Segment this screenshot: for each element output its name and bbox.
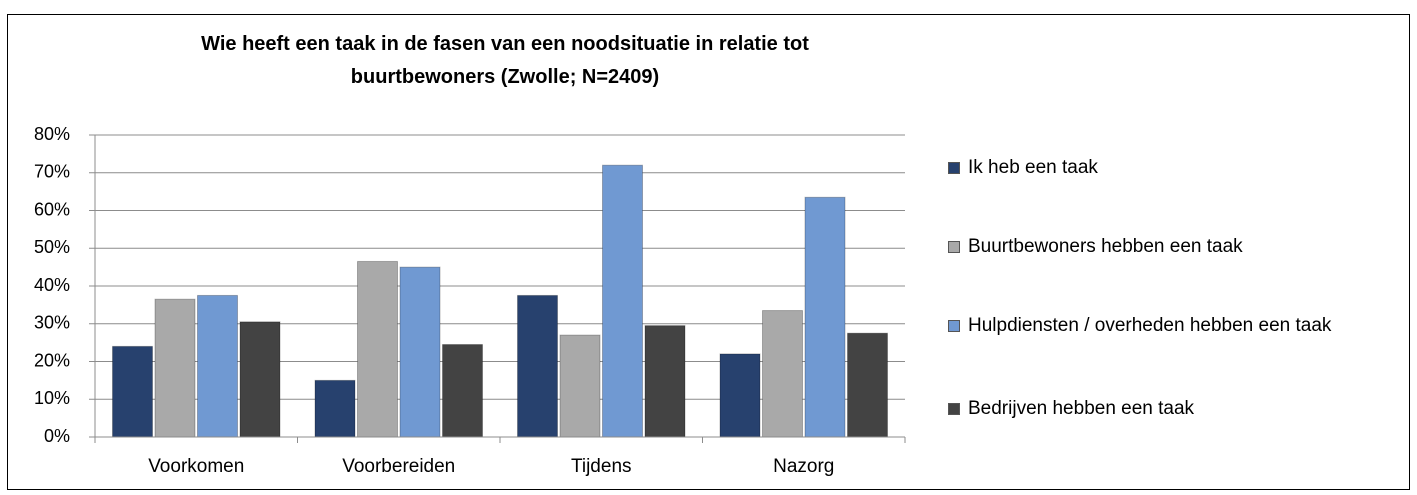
legend-swatch <box>948 403 960 415</box>
bar <box>719 353 761 438</box>
bar <box>357 260 398 438</box>
y-tick-label: 0% <box>44 426 70 446</box>
legend-item: Hulpdiensten / overheden hebben een taak <box>948 314 1398 338</box>
bar <box>399 266 441 438</box>
legend-swatch <box>948 241 960 253</box>
y-tick-label: 40% <box>34 275 70 295</box>
legend-item: Buurtbewoners hebben een taak <box>948 235 1398 259</box>
bar <box>644 325 686 438</box>
bar <box>314 379 356 438</box>
legend-item: Ik heb een taak <box>948 156 1398 180</box>
bar <box>517 294 558 438</box>
legend-label: Hulpdiensten / overheden hebben een taak <box>968 315 1332 336</box>
x-tick-label: Voorkomen <box>148 456 244 477</box>
bar <box>112 345 153 438</box>
x-tick-label: Voorbereiden <box>342 456 455 477</box>
legend-swatch <box>948 320 960 332</box>
bar <box>762 310 803 438</box>
bar <box>154 298 196 438</box>
bar <box>804 196 846 438</box>
y-tick-label: 80% <box>34 124 70 144</box>
chart-title: Wie heeft een taak in de fasen van een n… <box>201 33 809 88</box>
bar <box>197 294 238 438</box>
y-tick-label: 60% <box>34 199 70 219</box>
y-tick-label: 50% <box>34 237 70 257</box>
x-tick-label: Tijdens <box>571 456 632 477</box>
bar <box>442 344 483 438</box>
y-tick-label: 30% <box>34 313 70 333</box>
bar <box>602 164 643 438</box>
bar <box>847 332 888 438</box>
y-tick-label: 20% <box>34 350 70 370</box>
x-tick-label: Nazorg <box>773 456 834 477</box>
bar <box>239 321 281 438</box>
y-tick-label: 70% <box>34 162 70 182</box>
y-tick-label: 10% <box>34 388 70 408</box>
legend-item: Bedrijven hebben een taak <box>948 397 1398 421</box>
legend-label: Bedrijven hebben een taak <box>968 398 1195 419</box>
legend-label: Ik heb een taak <box>968 157 1098 178</box>
bar <box>559 334 601 438</box>
legend-swatch <box>948 162 960 174</box>
chart-border <box>7 14 1410 490</box>
legend-label: Buurtbewoners hebben een taak <box>968 236 1243 257</box>
